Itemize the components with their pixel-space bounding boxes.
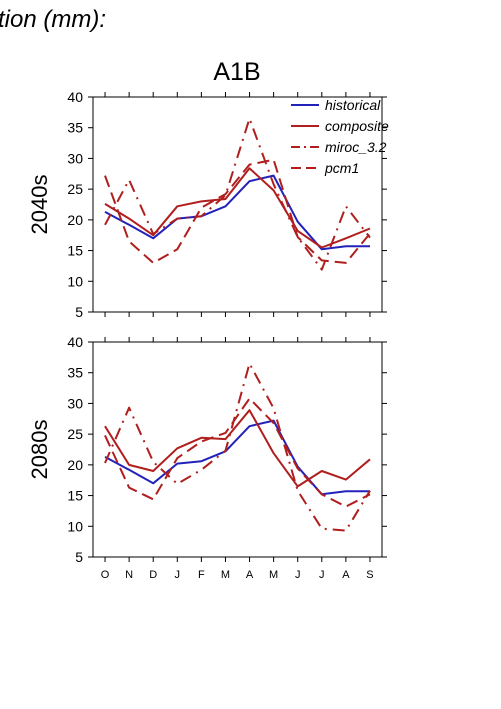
header-text: tion (mm): [0, 6, 106, 33]
y-tick-label: 40 [67, 334, 83, 350]
panel-label: 2040s [27, 175, 52, 235]
y-tick-label: 40 [67, 89, 83, 105]
legend-entry: pcm1 [324, 160, 359, 176]
legend-entry: composite [325, 118, 389, 134]
x-tick-label: N [125, 569, 133, 581]
series-line-composite [104, 167, 371, 249]
series-line-miroc-3-2 [104, 362, 371, 532]
y-tick-label: 35 [67, 120, 83, 136]
x-tick-label: A [246, 569, 254, 581]
x-tick-label: A [342, 569, 350, 581]
y-tick-label: 25 [67, 181, 83, 197]
y-tick-label: 30 [67, 150, 83, 166]
y-tick-label: 5 [75, 304, 83, 320]
y-tick-label: 20 [67, 457, 83, 473]
x-tick-label: M [221, 569, 230, 581]
series-line-historical [104, 419, 370, 496]
panel-2080s: 5 10 15 20 25 30 35 40 O N D J F M A M J J A S 2080s [27, 334, 387, 581]
y-tick-label: 35 [67, 365, 83, 381]
y-tick-label: 10 [67, 518, 83, 534]
y-tick-label: 5 [75, 549, 83, 565]
y-tick-label: 20 [67, 212, 83, 228]
series-line-pcm1 [104, 397, 371, 508]
plot-frame [92, 341, 383, 558]
y-tick-label: 10 [67, 273, 83, 289]
series-line-composite [104, 409, 371, 488]
panel-label: 2080s [27, 420, 52, 480]
series-line-miroc-3-2 [104, 117, 371, 271]
x-tick-label: J [295, 569, 301, 581]
y-tick-label: 25 [67, 426, 83, 442]
x-tick-label: O [101, 569, 110, 581]
x-tick-label: M [269, 569, 278, 581]
y-tick-label: 30 [67, 395, 83, 411]
scenario-title: A1B [213, 58, 260, 86]
plot-frame [92, 96, 383, 313]
legend-entry: historical [325, 97, 381, 113]
x-tick-label: J [175, 569, 181, 581]
x-tick-label: D [149, 569, 157, 581]
series-line-pcm1 [104, 158, 371, 264]
legend-entry: miroc_3.2 [325, 139, 387, 155]
panel-2040s: 5 10 15 20 25 30 35 40 2040s historical composite m… [27, 89, 389, 320]
x-tick-label: J [319, 569, 325, 581]
y-tick-label: 15 [67, 243, 83, 259]
series-line-historical [104, 174, 370, 251]
x-tick-label: F [198, 569, 205, 581]
y-tick-label: 15 [67, 488, 83, 504]
x-tick-label: S [366, 569, 373, 581]
